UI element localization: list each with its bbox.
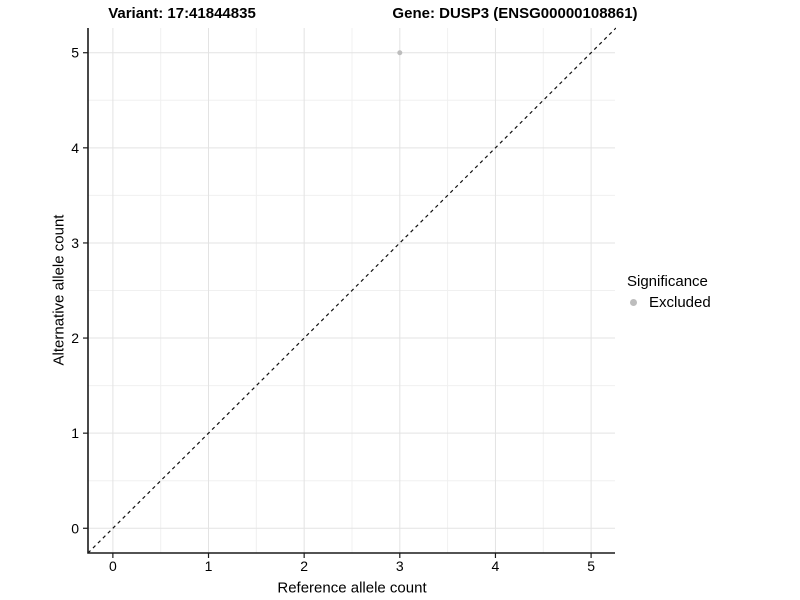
svg-text:1: 1 bbox=[71, 425, 79, 441]
x-tick-labels: 0 1 2 3 4 5 bbox=[109, 558, 595, 574]
svg-text:2: 2 bbox=[71, 330, 79, 346]
svg-text:0: 0 bbox=[71, 520, 79, 536]
svg-text:2: 2 bbox=[300, 558, 308, 574]
svg-text:4: 4 bbox=[71, 140, 79, 156]
legend-title: Significance bbox=[627, 273, 708, 290]
grid-minor bbox=[88, 28, 615, 553]
y-ticks bbox=[83, 52, 88, 529]
svg-text:3: 3 bbox=[396, 558, 404, 574]
data-points-excluded bbox=[397, 50, 403, 56]
y-tick-labels: 0 1 2 3 4 5 bbox=[71, 45, 79, 537]
legend-item-excluded: Excluded bbox=[627, 294, 711, 311]
x-ticks bbox=[112, 553, 592, 558]
data-point bbox=[397, 50, 403, 56]
grid-major bbox=[88, 28, 615, 553]
legend-item-label: Excluded bbox=[649, 294, 711, 311]
svg-text:1: 1 bbox=[205, 558, 213, 574]
gene-title: Gene: DUSP3 (ENSG00000108861) bbox=[392, 5, 638, 22]
svg-text:4: 4 bbox=[492, 558, 500, 574]
x-axis-title: Reference allele count bbox=[277, 579, 427, 597]
svg-text:5: 5 bbox=[71, 45, 79, 61]
variant-title: Variant: 17:41844835 bbox=[108, 5, 256, 22]
svg-text:5: 5 bbox=[587, 558, 595, 574]
identity-line bbox=[87, 27, 616, 554]
excluded-point-icon bbox=[630, 299, 637, 306]
legend-key bbox=[627, 299, 649, 306]
svg-text:3: 3 bbox=[71, 235, 79, 251]
axis-lines bbox=[87, 28, 615, 554]
svg-text:0: 0 bbox=[109, 558, 117, 574]
y-axis-title: Alternative allele count bbox=[50, 214, 68, 366]
legend: Significance Excluded bbox=[627, 273, 711, 311]
